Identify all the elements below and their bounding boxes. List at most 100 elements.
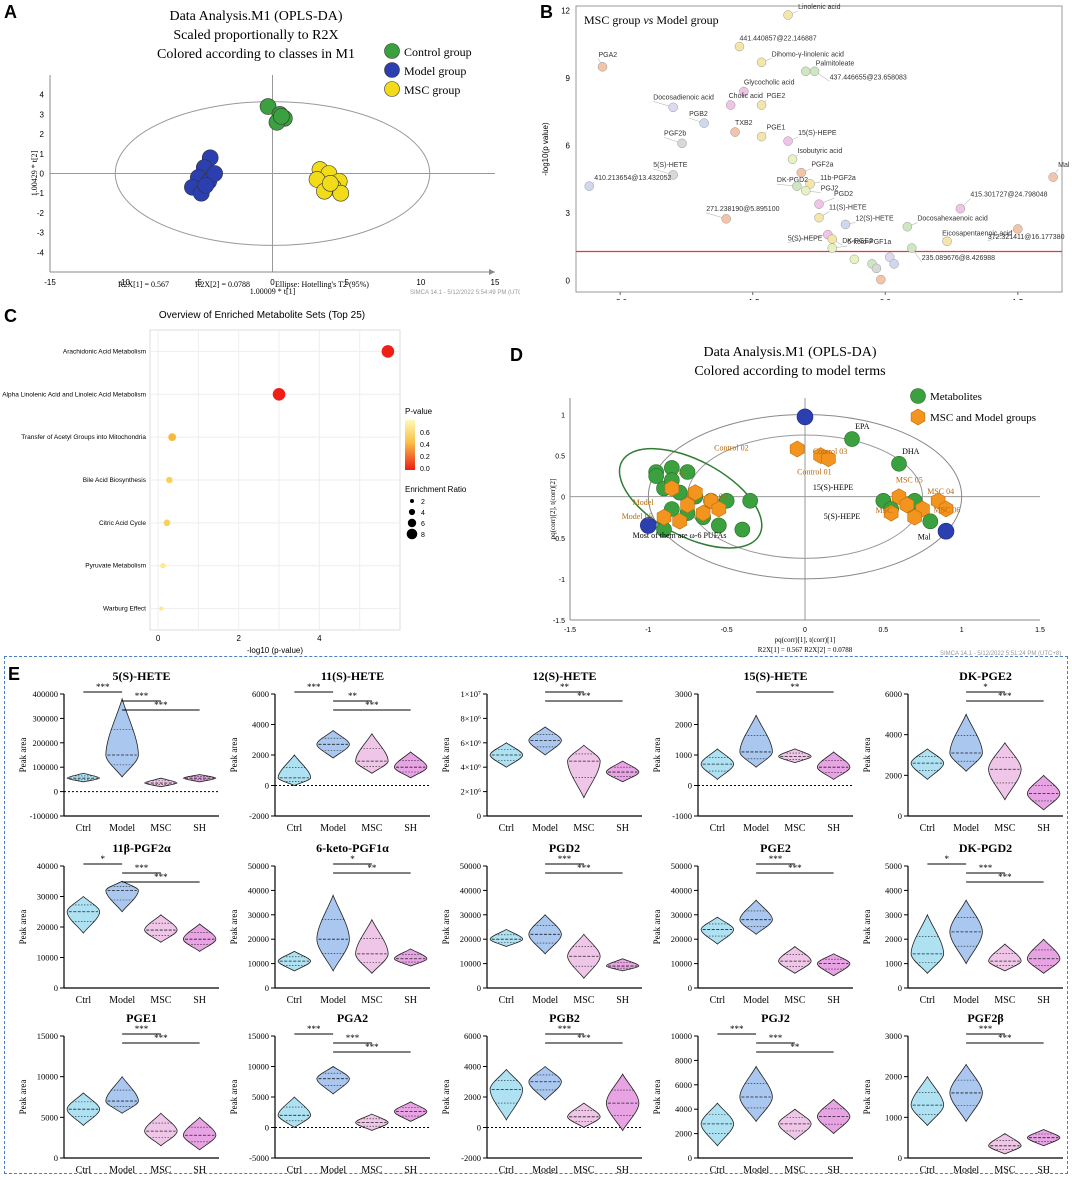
category-label: Ctrl [920,823,936,834]
significance-label: * [983,682,988,692]
violin-body [144,1112,178,1147]
violin-chart: PGD2 0 10000 20000 30000 40000 50000 Peak area C… [441,841,642,1006]
y-tick: 0 [265,781,269,791]
category-label: Transfer of Acetyl Groups into Mitochond… [21,434,146,441]
volcano-point [730,127,740,137]
y-tick: 2×10⁶ [460,787,481,797]
y-tick: -100000 [30,811,58,821]
violin-title: PGJ2 [761,1011,790,1025]
x-tick: 4 [317,634,322,643]
violin-body [355,732,389,774]
category-label: SH [827,823,840,834]
violin-body [489,1068,524,1121]
violin-body [182,923,217,952]
point-label: 5(S)-HEPE [788,236,823,243]
violin-body [144,914,178,943]
volcano-point [668,170,678,180]
violin-body [66,895,101,934]
y-tick: 10000 [37,1072,58,1082]
y-tick: 2000 [885,1072,902,1082]
point-label: TXB2 [735,120,753,127]
violin-chart: 12(S)-HETE 0 2×10⁶ 4×10⁶ 6×10⁶ 8×10⁶ 1×10⁷ Peak… [441,669,642,834]
significance-label: *** [577,863,591,873]
significance-label: * [945,854,950,864]
significance-label: *** [998,1033,1012,1043]
group-point [938,500,954,518]
violin-body [316,894,350,972]
y-tick: 1×10⁷ [460,689,481,699]
x-tick: -5 [195,278,203,287]
y-label: Peak area [862,910,872,945]
volcano-point [792,181,802,191]
y-tick: 2000 [675,720,692,730]
x-tick: 0 [270,278,275,287]
category-label: SH [827,1165,840,1176]
violin-body [355,918,389,974]
point-label: PGE1 [767,125,786,132]
y-tick: 4000 [252,720,269,730]
category-label: Ctrl [76,1165,92,1176]
y-tick: 300000 [33,713,59,723]
legend-label: Control group [404,45,472,59]
x-tick: -0.5 [721,627,733,634]
y-tick: 50000 [248,861,269,871]
category-label: MSC [361,823,382,834]
x-tick: 1 [960,627,964,634]
violin-body [1026,774,1061,811]
significance-label: *** [577,1033,591,1043]
y-tick: -1 [559,577,565,584]
category-label: SH [404,823,417,834]
y-label: Peak area [18,738,28,773]
y-tick: 50000 [460,861,481,871]
x-tick: 5 [344,278,349,287]
panel-c-letter: C [4,306,17,326]
omega6-ellipse [618,447,763,549]
category-label: SH [193,1165,206,1176]
label-control-02: Control 02 [714,444,748,453]
violin-body [144,777,178,788]
category-label: SH [616,1165,629,1176]
category-label: MSC [994,995,1015,1006]
y-tick: 30000 [671,910,692,920]
y-tick: 200000 [33,738,59,748]
enrichment-point [159,606,164,611]
significance-label: ** [790,682,800,692]
y-tick: 0 [688,983,692,993]
y-tick: 0 [561,495,565,502]
category-label: Model [109,995,135,1006]
group-point [656,508,672,526]
volcano-point [597,62,608,72]
significance-label: *** [558,1024,572,1034]
violin-body [105,880,139,913]
label-5s-hepe: 5(S)-HEPE [824,512,861,521]
label-epa: EPA [855,422,870,431]
volcano-point [787,154,798,164]
y-tick: 20000 [248,934,269,944]
label-msc-04: MSC 04 [927,487,954,496]
violin-body [567,1102,601,1128]
volcano-point [800,185,811,196]
x-tick: 0.0 [880,298,892,300]
score-point [332,184,350,202]
x-tick: -1.5 [746,298,760,300]
x-tick: -1.5 [564,627,576,634]
y-tick: 5000 [885,861,902,871]
y-tick: 3000 [885,1031,902,1041]
y-label: 1.00429 * t[2] [30,150,39,196]
point-label: Mal [1058,162,1070,169]
y-tick: 4000 [675,1104,692,1114]
y-tick: 30000 [460,910,481,920]
violin-body [778,1108,812,1141]
y-label: Peak area [229,1080,239,1115]
violin-body [393,751,428,779]
y-tick: 4000 [885,730,902,740]
size-legend-marker [406,528,418,540]
group-point [695,504,711,522]
omega6-annotation: Most of them are ω-6 PUFAs [633,531,727,540]
colorbar [405,420,415,470]
violin-body [988,1133,1022,1155]
y-label: Peak area [18,1080,28,1115]
enrichment-point [168,433,177,442]
plot-frame [575,5,1063,293]
title-part: MSC group [584,13,643,27]
